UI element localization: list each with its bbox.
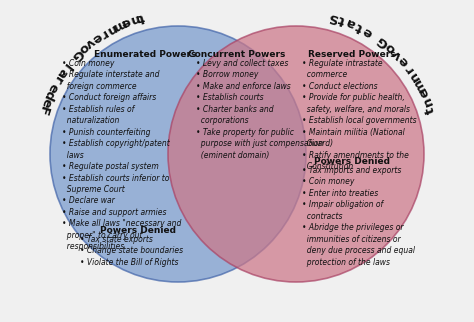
Text: n: n xyxy=(420,94,436,108)
Text: • Tax imports and exports
• Coin money
• Enter into treaties
• Impair obligation: • Tax imports and exports • Coin money •… xyxy=(302,166,415,267)
Text: r: r xyxy=(402,62,417,75)
Text: r: r xyxy=(50,74,64,86)
Text: v: v xyxy=(390,47,405,62)
Text: e: e xyxy=(396,53,411,69)
Circle shape xyxy=(50,26,306,282)
Text: e: e xyxy=(416,86,432,99)
Text: Powers Denied: Powers Denied xyxy=(100,226,176,235)
Text: a: a xyxy=(54,66,69,80)
Text: t: t xyxy=(424,105,438,115)
Text: r: r xyxy=(97,26,109,41)
Circle shape xyxy=(168,26,424,282)
Text: Enumerated Powers: Enumerated Powers xyxy=(94,50,196,59)
Text: l: l xyxy=(60,61,73,72)
Text: • Regulate intrastate
  commerce
• Conduct elections
• Provide for public health: • Regulate intrastate commerce • Conduct… xyxy=(302,59,417,171)
Text: m: m xyxy=(410,75,429,93)
Text: • Tax state exports
• Change state boundaries
• Violate the Bill of Rights: • Tax state exports • Change state bound… xyxy=(80,235,183,267)
Text: t: t xyxy=(137,10,146,24)
Text: v: v xyxy=(82,35,97,51)
Text: o: o xyxy=(75,40,91,56)
Text: G: G xyxy=(69,45,86,62)
Text: e: e xyxy=(89,30,104,46)
Text: F: F xyxy=(36,104,51,117)
Text: • Coin money
• Regulate interstate and
  foreign commerce
• Conduct foreign affa: • Coin money • Regulate interstate and f… xyxy=(62,59,182,251)
Text: o: o xyxy=(383,40,398,56)
Text: m: m xyxy=(109,16,127,34)
Text: a: a xyxy=(344,15,357,31)
Text: Reserved Powers: Reserved Powers xyxy=(308,50,396,59)
Text: Concurrent Powers: Concurrent Powers xyxy=(188,50,286,59)
Text: e: e xyxy=(45,80,61,94)
Text: n: n xyxy=(127,12,140,27)
Text: e: e xyxy=(119,14,132,30)
Text: d: d xyxy=(41,88,57,102)
Text: n: n xyxy=(407,69,423,84)
Text: e: e xyxy=(38,96,54,109)
Text: • Levy and collect taxes
• Borrow money
• Make and enforce laws
• Establish cour: • Levy and collect taxes • Borrow money … xyxy=(196,59,323,160)
Text: n: n xyxy=(103,21,118,37)
Text: S: S xyxy=(327,9,339,24)
Text: t: t xyxy=(337,13,347,27)
Text: Powers Denied: Powers Denied xyxy=(314,157,390,166)
Text: G: G xyxy=(375,33,392,50)
Text: e: e xyxy=(360,24,374,39)
Text: t: t xyxy=(354,20,365,34)
